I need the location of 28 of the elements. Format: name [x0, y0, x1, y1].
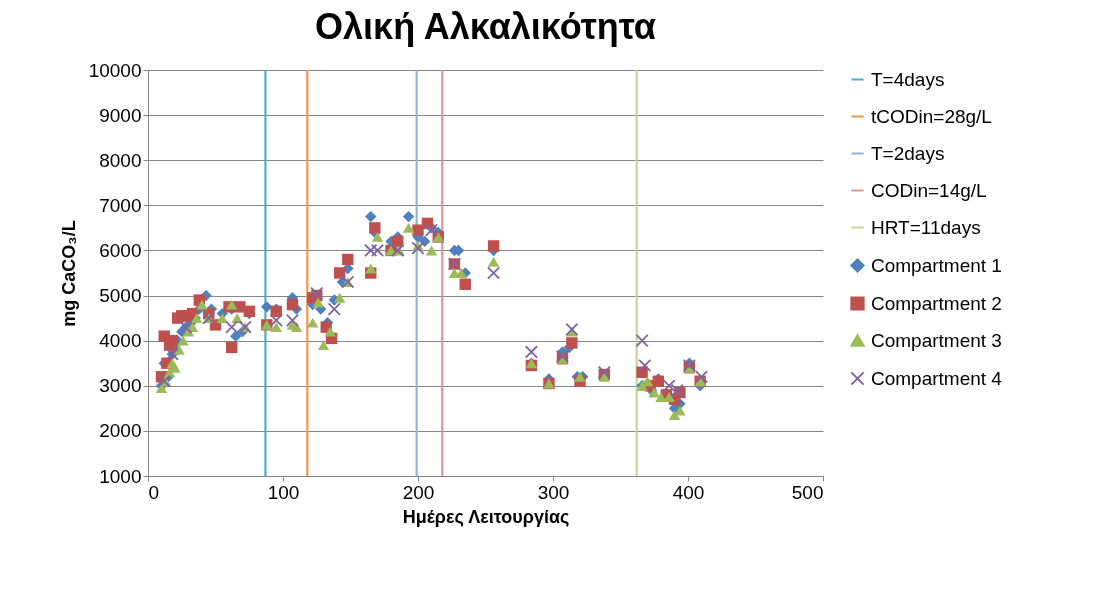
x-tick-label: 400	[672, 481, 705, 503]
legend-label: CODin=14g/L	[871, 179, 987, 201]
legend-label: T=2days	[871, 142, 945, 164]
y-tick-label: 10000	[88, 59, 142, 81]
y-tick-label: 4000	[99, 330, 142, 352]
x-tick-label: 300	[537, 481, 570, 503]
y-tick-label: 5000	[99, 285, 142, 307]
y-axis-title: mg CaCO₃/L	[58, 220, 79, 327]
y-tick-label: 2000	[99, 420, 142, 442]
y-tick-label: 7000	[99, 194, 142, 216]
legend-label: Compartment 3	[871, 329, 1002, 351]
legend-label: Compartment 4	[871, 367, 1003, 389]
x-axis-title: Ημέρες Λειτουργίας	[402, 506, 570, 527]
legend-label: tCODin=28g/L	[871, 105, 992, 127]
x-tick-label: 200	[402, 481, 435, 503]
y-tick-label: 6000	[99, 239, 142, 261]
x-tick-label: 100	[267, 481, 300, 503]
legend-label: Compartment 2	[871, 292, 1002, 314]
y-tick-label: 9000	[99, 104, 142, 126]
y-tick-label: 1000	[99, 465, 142, 487]
legend-label: T=4days	[871, 68, 945, 90]
chart-title: Ολική Αλκαλικότητα	[315, 6, 656, 47]
legend-label: HRT=11days	[871, 216, 981, 238]
y-tick-label: 8000	[99, 149, 142, 171]
legend-label: Compartment 1	[871, 254, 1002, 276]
y-tick-label: 3000	[99, 375, 142, 397]
x-tick-label: 500	[791, 481, 824, 503]
x-tick-label: 0	[148, 481, 160, 503]
